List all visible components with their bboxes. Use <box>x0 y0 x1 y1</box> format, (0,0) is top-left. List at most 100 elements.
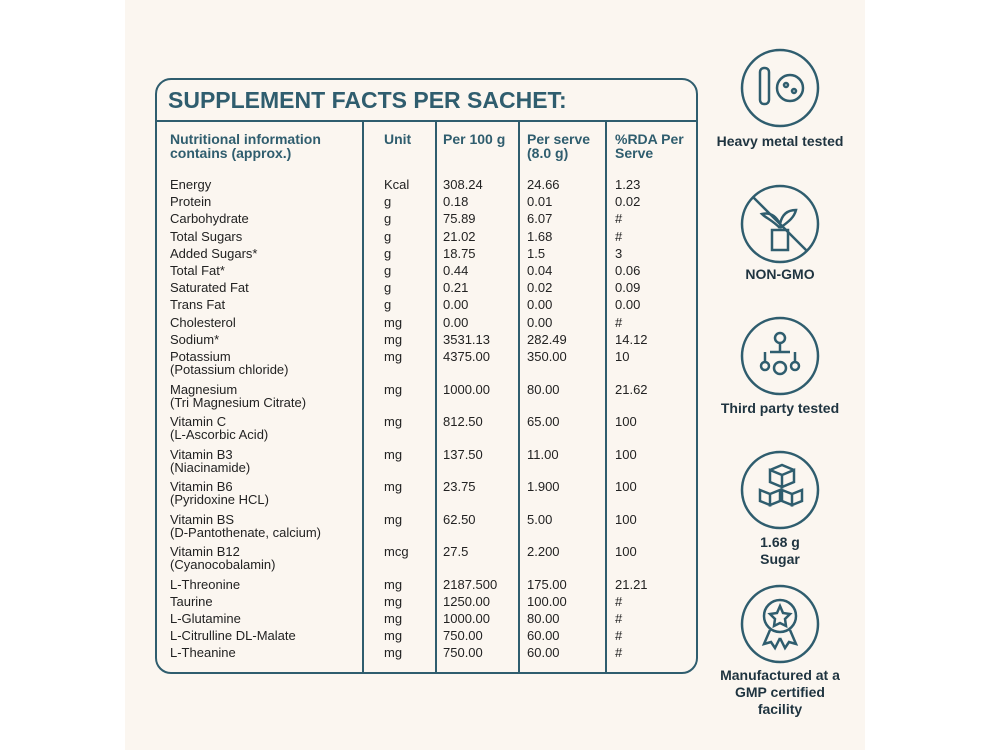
nutrient-name: Protein <box>170 194 212 210</box>
badge-label: NON-GMO <box>745 266 815 282</box>
title: SUPPLEMENT FACTS PER SACHET: <box>168 87 567 113</box>
badge-label: 1.68 g Sugar <box>760 534 800 567</box>
cell: 750.00 <box>443 645 483 661</box>
cell: mg <box>384 414 403 429</box>
cell: 0.00 <box>443 314 469 330</box>
cell: 0.02 <box>615 194 641 210</box>
icon-gmp <box>740 584 820 664</box>
cell: 0.02 <box>527 280 553 296</box>
nutrient-name: Trans Fat <box>170 297 226 313</box>
nutrient-name: Potassium <box>170 349 231 364</box>
cell: 10 <box>615 349 630 364</box>
cell: 1.5 <box>527 245 546 261</box>
cell: 0.00 <box>527 314 553 330</box>
cell: mg <box>384 593 403 609</box>
cell: # <box>615 628 623 644</box>
cell: g <box>384 228 392 244</box>
cell: 0.00 <box>443 297 469 313</box>
cell: g <box>384 297 392 313</box>
column-header: %RDA Per Serve <box>615 131 684 161</box>
cell: 2.200 <box>527 544 560 559</box>
badge-label: Manufactured at a GMP certified facility <box>720 667 840 717</box>
nutrient-name: Vitamin C <box>170 414 227 429</box>
cell: 137.50 <box>443 446 483 462</box>
nutrient-name: Saturated Fat <box>170 280 249 296</box>
nutrient-name: Taurine <box>170 593 213 609</box>
cell: 100 <box>615 544 637 559</box>
cell: 21.02 <box>443 228 476 244</box>
icon-sugar <box>740 450 820 530</box>
nutrient-name: Vitamin B6 <box>170 479 233 494</box>
cell: 0.09 <box>615 280 641 296</box>
nutrient-source: (Pyridoxine HCL) <box>170 492 269 507</box>
cell: 75.89 <box>443 211 476 227</box>
cell: 812.50 <box>443 414 483 429</box>
column-rule <box>518 120 520 674</box>
cell: mg <box>384 645 403 661</box>
cell: # <box>615 645 623 661</box>
cell: 3531.13 <box>443 331 490 347</box>
cell: 0.00 <box>615 297 641 313</box>
cell: g <box>384 211 392 227</box>
cell: 0.44 <box>443 263 469 278</box>
nutrient-source: (Tri Magnesium Citrate) <box>170 394 307 410</box>
nutrient-source: (Niacinamide) <box>170 459 251 475</box>
cell: 27.5 <box>443 544 469 559</box>
cell: 100 <box>615 511 637 527</box>
nutrient-source: (Potassium chloride) <box>170 362 289 377</box>
cell: mg <box>384 446 403 462</box>
cell: 18.75 <box>443 245 476 261</box>
nutrient-name: Carbohydrate <box>170 211 249 227</box>
cell: g <box>384 263 392 278</box>
nutrient-name: Energy <box>170 177 212 192</box>
cell: # <box>615 314 623 330</box>
cell: 2187.500 <box>443 576 498 592</box>
cell: 308.24 <box>443 177 483 192</box>
cell: 1.68 <box>527 228 553 244</box>
nutrient-source: (D-Pantothenate, calcium) <box>170 524 322 540</box>
badge-label: Heavy metal tested <box>716 133 844 149</box>
cell: 100 <box>615 414 637 429</box>
nutrient-source: (Cyanocobalamin) <box>170 557 276 572</box>
cell: mg <box>384 479 403 494</box>
cell: 100 <box>615 479 637 494</box>
cell: 21.62 <box>615 381 648 397</box>
cell: mcg <box>384 544 409 559</box>
nutrient-name: L-Citrulline DL-Malate <box>170 628 296 644</box>
cell: 80.00 <box>527 610 560 626</box>
nutrient-name: L-Glutamine <box>170 610 241 626</box>
nutrient-name: Vitamin B3 <box>170 446 233 462</box>
table-frame <box>155 78 698 674</box>
cell: 11.00 <box>527 446 559 462</box>
cell: # <box>615 211 623 227</box>
nutrient-name: Vitamin B12 <box>170 544 240 559</box>
cell: # <box>615 228 623 244</box>
cell: 1.23 <box>615 177 641 192</box>
nutrient-source: (L-Ascorbic Acid) <box>170 427 269 442</box>
cell: 65.00 <box>527 414 560 429</box>
header-rule <box>155 120 698 122</box>
column-rule <box>605 120 607 674</box>
cell: 80.00 <box>527 381 560 397</box>
cell: mg <box>384 349 403 364</box>
nutrient-name: Sodium* <box>170 331 220 347</box>
cell: 1.900 <box>527 479 560 494</box>
cell: 0.01 <box>527 194 553 210</box>
cell: mg <box>384 628 403 644</box>
nutrient-name: Cholesterol <box>170 314 236 330</box>
cell: 5.00 <box>527 511 553 527</box>
cell: 1250.00 <box>443 593 490 609</box>
icon-non-gmo <box>740 184 820 264</box>
cell: mg <box>384 331 403 347</box>
cell: 14.12 <box>615 331 648 347</box>
badge-label: Third party tested <box>720 400 840 416</box>
cell: 282.49 <box>527 331 567 347</box>
cell: 4375.00 <box>443 349 490 364</box>
nutrient-name: L-Threonine <box>170 576 241 592</box>
cell: g <box>384 194 392 210</box>
nutrient-name: Total Sugars <box>170 228 243 244</box>
nutrient-name: Total Fat* <box>170 263 225 278</box>
cell: 100 <box>615 446 637 462</box>
